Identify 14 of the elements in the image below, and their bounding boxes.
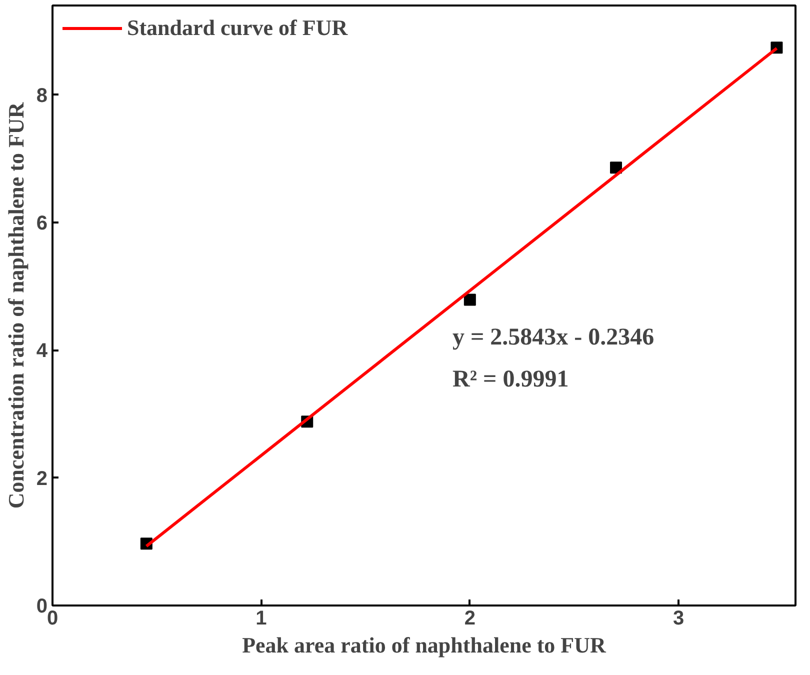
annotation: R² = 0.9991 [452,366,569,392]
y-tick-label: 6 [36,212,48,235]
y-tick-label: 4 [36,340,48,362]
point [610,162,622,174]
y-tick-label: 2 [36,468,48,490]
annotation: y = 2.5843x - 0.2346 [452,324,654,350]
point [464,294,476,306]
legend-label: Standard curve of FUR [127,15,348,41]
x-tick-label: 1 [256,608,267,630]
x-tick-label: 3 [673,608,684,630]
x-tick-label: 2 [464,608,476,630]
y-tick-label: 8 [36,84,48,107]
y-axis-title: Concentration ratio of naphthalene to FUR [3,101,28,509]
x-axis-title: Peak area ratio of naphthalene to FUR [242,632,608,658]
